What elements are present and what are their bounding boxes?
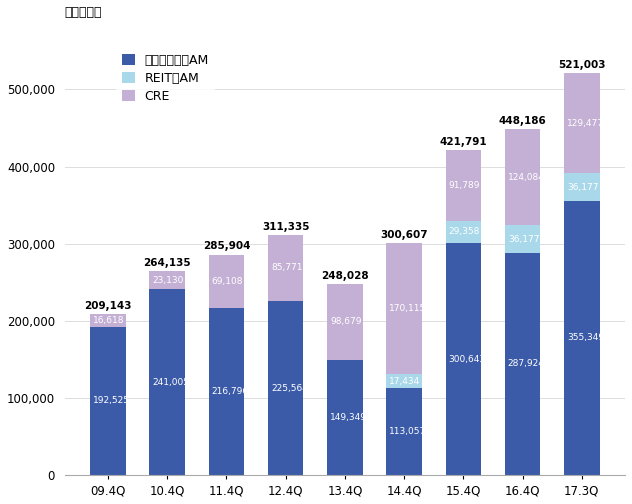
Text: 311,335: 311,335	[262, 222, 310, 232]
Text: 85,771: 85,771	[271, 264, 302, 273]
Bar	[564, 173, 600, 201]
Text: 149,349: 149,349	[330, 413, 367, 422]
Text: 421,791: 421,791	[440, 137, 487, 147]
Text: 264,135: 264,135	[143, 258, 191, 268]
Legend: 私募ファンドAM, REIT　AM, CRE: 私募ファンドAM, REIT AM, CRE	[116, 47, 215, 109]
Bar	[150, 271, 185, 289]
Text: 69,108: 69,108	[212, 277, 243, 286]
Bar	[209, 255, 244, 308]
Bar	[446, 150, 481, 221]
Text: 91,789: 91,789	[449, 180, 480, 190]
Bar	[505, 225, 540, 253]
Text: 170,115: 170,115	[389, 304, 427, 313]
Bar	[90, 327, 126, 475]
Bar	[209, 308, 244, 475]
Text: 241,005: 241,005	[152, 377, 190, 387]
Bar	[386, 374, 422, 388]
Text: 98,679: 98,679	[330, 318, 362, 326]
Text: 521,003: 521,003	[558, 60, 605, 70]
Bar	[150, 289, 185, 475]
Bar	[386, 388, 422, 475]
Text: 216,796: 216,796	[212, 387, 249, 396]
Text: 124,084: 124,084	[507, 173, 545, 182]
Text: （百万円）: （百万円）	[65, 6, 102, 19]
Text: 16,618: 16,618	[93, 316, 125, 325]
Bar	[327, 284, 363, 360]
Bar	[268, 235, 303, 301]
Text: 113,057: 113,057	[389, 427, 427, 436]
Text: 192,525: 192,525	[93, 396, 130, 405]
Text: 300,643: 300,643	[449, 355, 485, 363]
Bar	[505, 130, 540, 225]
Text: 287,924: 287,924	[507, 359, 545, 368]
Text: 29,358: 29,358	[449, 227, 480, 236]
Text: 36,177: 36,177	[567, 182, 599, 192]
Bar	[268, 301, 303, 475]
Text: 209,143: 209,143	[84, 301, 132, 310]
Text: 36,177: 36,177	[507, 234, 539, 243]
Text: 355,349: 355,349	[567, 334, 604, 343]
Text: 129,477: 129,477	[567, 118, 604, 128]
Text: 300,607: 300,607	[380, 230, 428, 240]
Bar	[446, 221, 481, 243]
Text: 448,186: 448,186	[499, 116, 547, 127]
Text: 248,028: 248,028	[321, 271, 368, 281]
Bar	[505, 253, 540, 475]
Bar	[386, 243, 422, 374]
Bar	[327, 360, 363, 475]
Bar	[564, 73, 600, 173]
Text: 285,904: 285,904	[203, 241, 250, 251]
Text: 225,564: 225,564	[271, 384, 308, 393]
Bar	[446, 243, 481, 475]
Text: 17,434: 17,434	[389, 376, 420, 386]
Bar	[564, 201, 600, 475]
Text: 23,130: 23,130	[152, 276, 184, 285]
Bar	[90, 313, 126, 327]
